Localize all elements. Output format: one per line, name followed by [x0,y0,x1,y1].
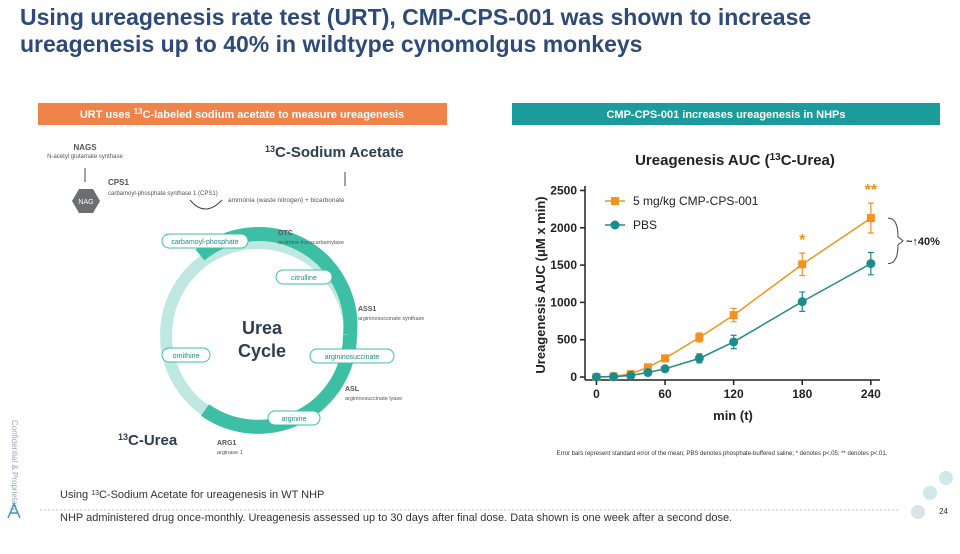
marker [798,260,807,269]
marker [729,311,738,320]
node-label: ASS1 [358,306,376,313]
cycle-label: Urea [242,318,283,338]
sup: 13 [91,490,99,497]
arrow [189,199,223,210]
x-tick-label: 0 [593,387,600,401]
marker [660,364,670,374]
decor [911,505,925,519]
sup: 13 [265,144,275,154]
sup: 13 [770,152,782,163]
node-label: ornithine [173,353,200,360]
node-label: ammonia (waste nitrogen) + bicarbonate [228,197,345,204]
marker [643,363,652,372]
node-label: argininosuccinate [325,354,380,361]
series-line [596,217,872,378]
node-label: ARG1 [217,440,237,447]
text: C-Sodium Acetate for ureagenesis in WT N… [99,489,324,501]
footer-line: NHP administered drug once-monthly. Urea… [60,512,732,524]
chart-title: Ureagenesis AUC (13C-Urea) [635,152,835,170]
footer-line: Using 13C-Sodium Acetate for ureagenesis… [60,489,324,501]
marker [643,368,653,378]
chart: Ureagenesis AUC (13C-Urea) min (t) Ureag… [533,152,940,424]
text: C-Urea [128,432,178,449]
side-text: Confidential & Proprietary [10,420,19,511]
node-label: arginine [282,416,307,423]
cycle-label: Cycle [238,341,286,361]
text: URT uses [80,109,134,121]
sup: 13 [118,432,128,442]
logo [7,502,21,519]
node-sub: argininosuccinate synthase [358,316,424,322]
y-tick-label: 2500 [550,183,577,197]
marker [797,297,807,307]
node-box [309,348,395,364]
node-label: citrulline [291,275,317,282]
node-sub: N-acetyl glutamate synthase [47,154,123,160]
node-label: ASL [345,386,360,393]
bracket [887,217,904,265]
node-label: 13C-Sodium Acetate [265,144,404,161]
x-axis-label: min (t) [713,408,753,423]
x-tick-label: 180 [792,387,812,401]
node-label: CPS1 [108,178,129,187]
decor [923,486,937,500]
node-sub: ornithine transcarbamylase [278,240,344,246]
marker [866,214,875,223]
x-tick-label: 240 [861,387,881,401]
marker [591,372,601,382]
y-tick-label: 0 [570,370,577,384]
legend-marker [610,220,620,230]
annotation: ~↑40% [906,236,940,248]
marker [609,372,619,382]
node-box [267,410,321,426]
text: Using [60,489,91,501]
legend-label: 5 mg/kg CMP-CPS-001 [633,194,759,208]
marker [661,354,670,363]
decor [939,471,953,485]
text: C-Sodium Acetate [275,144,404,161]
marker [626,371,636,381]
node-box [161,347,211,363]
legend-label: PBS [633,218,657,232]
nag-hex [72,189,100,213]
urea-cycle-diagram: NAGS N-acetyl glutamate synthase NAG CPS… [47,143,424,456]
y-tick-label: 2000 [550,221,577,235]
node-label: 13C-Urea [118,432,178,449]
y-tick-label: 500 [557,333,577,347]
node-sub: arginase 1 [217,450,243,456]
sup: 13 [134,107,143,116]
node-label: NAGS [73,143,97,152]
marker [866,259,876,269]
marker [695,333,704,342]
left-banner [38,103,447,125]
annotation: ** [865,182,878,199]
node-label: OTC [278,230,293,237]
annotation: * [799,232,806,249]
x-tick-label: 120 [724,387,744,401]
text: C-Urea) [781,152,835,169]
page-number: 24 [939,507,948,516]
x-tick-label: 60 [658,387,672,401]
y-tick-label: 1500 [550,258,577,272]
right-banner-text: CMP-CPS-001 increases ureagenesis in NHP… [606,109,845,121]
node-sub: argininosuccinate lyase [345,396,402,402]
node-sub: carbamoyl-phosphate synthase 1 (CPS1) [108,191,218,197]
node-label: NAG [78,199,93,206]
y-axis-label: Ureagenesis AUC (μM x min) [533,196,548,373]
node-label: carbamoyl-phosphate [171,239,238,246]
footnote: Error bars represent standard error of t… [557,451,888,457]
text: Ureagenesis AUC ( [635,152,770,169]
left-banner-text: URT uses 13C-labeled sodium acetate to m… [80,107,404,122]
text: C-labeled sodium acetate to measure urea… [143,109,405,121]
marker [729,337,739,347]
node-box [275,269,333,285]
slide-title: Using ureagenesis rate test (URT), CMP-C… [20,4,812,57]
marker [694,353,704,363]
legend-marker [611,197,619,205]
y-tick-label: 1000 [550,295,577,309]
node-box [161,233,249,249]
right-banner [512,103,940,125]
